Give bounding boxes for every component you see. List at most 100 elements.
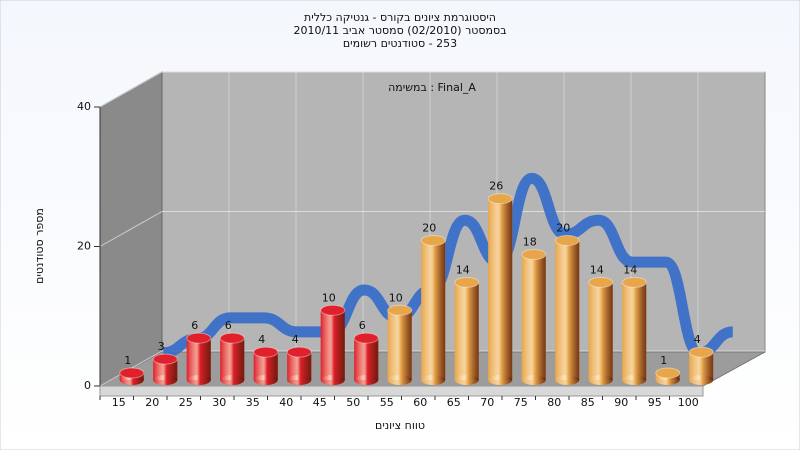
value-label: 1	[660, 354, 667, 367]
trend-ribbon	[162, 172, 734, 359]
title-line: בסמסטר (02/2010) סמסטר אביב 2010/11	[293, 24, 506, 37]
bar-bottom-shade	[220, 375, 245, 385]
x-tick-label: 90	[614, 396, 628, 409]
bar-top	[253, 346, 279, 358]
bar	[253, 346, 279, 385]
bar-top	[152, 353, 178, 365]
bar-top	[454, 276, 480, 288]
bar	[688, 346, 714, 385]
x-tick-label: 45	[313, 396, 327, 409]
title-line: היסטוגרמת ציונים בקורס - גנטיקה כללית	[304, 11, 496, 24]
bar-shade	[153, 359, 178, 380]
bar	[487, 193, 513, 385]
bar-bottom-shade	[354, 375, 379, 385]
bar	[420, 235, 446, 385]
value-label: 1	[124, 354, 131, 367]
x-tick-label: 50	[346, 396, 360, 409]
x-tick-label: 100	[678, 396, 699, 409]
x-tick-label: 25	[179, 396, 193, 409]
bar	[119, 367, 145, 385]
bar	[621, 276, 647, 385]
bar-bottom-shade	[454, 375, 479, 385]
bar-top	[286, 346, 312, 358]
grid-line	[99, 211, 163, 247]
value-label: 10	[389, 291, 403, 304]
bar-bottom-shade	[521, 375, 546, 385]
x-tick-label: 85	[581, 396, 595, 409]
bar	[454, 276, 480, 385]
bar-shade	[354, 338, 379, 380]
bar	[387, 304, 413, 385]
bar	[353, 332, 379, 385]
bar	[588, 276, 614, 385]
bar-bottom-shade	[186, 375, 211, 385]
x-axis-label: טווח ציונים	[375, 419, 425, 432]
bar-bottom-shade	[555, 375, 580, 385]
annotation: Final_A : במשימה	[388, 81, 476, 94]
bar-shade	[421, 240, 446, 380]
grid-line	[99, 71, 163, 108]
x-tick-label: 70	[480, 396, 494, 409]
bar-top	[320, 304, 346, 316]
bar	[286, 346, 312, 385]
bar-shade	[387, 310, 412, 380]
bar-top	[387, 304, 413, 316]
bar-shade	[454, 282, 479, 380]
value-label: 20	[422, 222, 436, 235]
bar-top	[554, 235, 580, 246]
bar-bottom-shade	[689, 375, 714, 385]
value-label: 14	[623, 263, 637, 276]
value-label: 14	[590, 263, 604, 276]
x-tick-label: 30	[212, 396, 226, 409]
x-tick-label: 15	[112, 396, 126, 409]
bar	[521, 248, 547, 385]
bar-shade	[186, 338, 211, 380]
value-label: 26	[489, 180, 503, 193]
x-tick-label: 40	[279, 396, 293, 409]
bar-top	[521, 248, 547, 260]
bar-top	[588, 276, 614, 288]
y-tick-label: 20	[77, 240, 91, 253]
value-label: 14	[456, 263, 470, 276]
bar-shade	[220, 338, 245, 380]
bar-bottom-shade	[421, 375, 446, 385]
bar-bottom-shade	[387, 375, 412, 385]
x-tick-label: 35	[246, 396, 260, 409]
y-tick-label: 40	[77, 100, 91, 113]
value-label: 4	[292, 333, 299, 346]
bar-top	[119, 367, 145, 379]
bar-top	[621, 276, 647, 288]
bar-top	[420, 235, 446, 246]
value-label: 6	[359, 319, 366, 332]
y-tick-label: 0	[84, 379, 91, 392]
bar	[655, 367, 681, 385]
bar-shade	[555, 240, 580, 380]
value-label: 4	[258, 333, 265, 346]
bar-top	[186, 332, 212, 344]
bar-top	[219, 332, 245, 344]
value-label: 6	[191, 319, 198, 332]
value-label: 10	[322, 291, 336, 304]
floor-edge	[99, 385, 704, 397]
x-tick-label: 20	[145, 396, 159, 409]
value-label: 4	[694, 333, 701, 346]
x-tick-label: 95	[648, 396, 662, 409]
bar-top	[688, 346, 714, 358]
bar-bottom-shade	[320, 375, 345, 385]
bar-shade	[488, 198, 513, 380]
bar-bottom-shade	[655, 375, 680, 385]
bar-top	[487, 193, 513, 205]
value-label: 6	[225, 319, 232, 332]
bar-bottom-shade	[119, 375, 144, 385]
bar-bottom-shade	[622, 375, 647, 385]
x-tick-label: 65	[447, 396, 461, 409]
bar-bottom-shade	[253, 375, 278, 385]
x-tick-label: 80	[547, 396, 561, 409]
x-tick-label: 75	[514, 396, 528, 409]
value-label: 18	[523, 235, 537, 248]
bar-top	[353, 332, 379, 344]
x-tick-label: 55	[380, 396, 394, 409]
value-label: 20	[556, 222, 570, 235]
y-axis-label: מספר סטודנטים	[33, 208, 46, 284]
